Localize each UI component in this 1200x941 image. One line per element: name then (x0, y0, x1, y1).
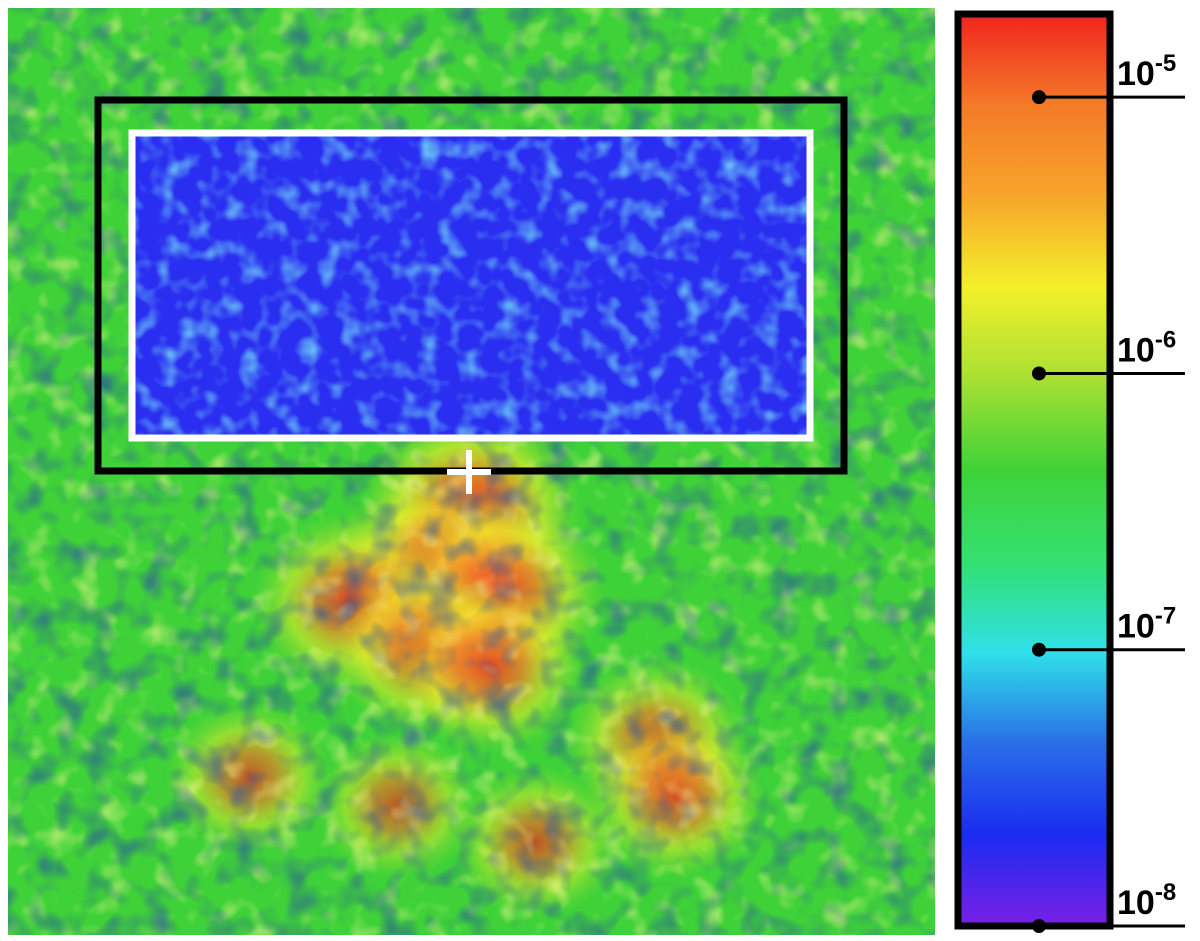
tick-label-base: 10 (1117, 331, 1155, 369)
tick-label-exponent: -7 (1155, 603, 1176, 630)
tick-label-base: 10 (1117, 884, 1155, 922)
colorbar: 10-510-610-710-8 (954, 10, 1185, 933)
tick-label-base: 10 (1117, 55, 1155, 93)
colorbar-tick-label: 10-8 (1117, 879, 1176, 922)
colorbar-gradient (954, 10, 1114, 930)
tick-label-base: 10 (1117, 608, 1155, 646)
colorbar-tick-1: 10-5 (1032, 50, 1185, 105)
colorbar-tick-4: 10-8 (1032, 879, 1185, 933)
colorbar-tick-dot (1032, 366, 1046, 381)
colorbar-tick-label: 10-5 (1117, 50, 1176, 93)
colorbar-tick-dot (1032, 90, 1046, 105)
tick-label-exponent: -6 (1155, 326, 1176, 353)
colorbar-tick-label: 10-6 (1117, 326, 1176, 369)
inner-box-marker (128, 129, 814, 442)
tick-label-exponent: -8 (1155, 879, 1176, 906)
colorbar-tick-dot (1032, 919, 1046, 933)
tick-label-exponent: -5 (1155, 50, 1176, 77)
colorbar-tick-dot (1032, 642, 1046, 657)
colorbar-tick-3: 10-7 (1032, 603, 1185, 657)
colorbar-tick-2: 10-6 (1032, 326, 1185, 381)
cross-marker (447, 450, 491, 494)
colorbar-ticks: 10-510-610-710-8 (1032, 50, 1185, 933)
colorbar-tick-label: 10-7 (1117, 603, 1176, 646)
dark-zone-speckle (132, 133, 810, 438)
dark-zone (132, 133, 810, 438)
